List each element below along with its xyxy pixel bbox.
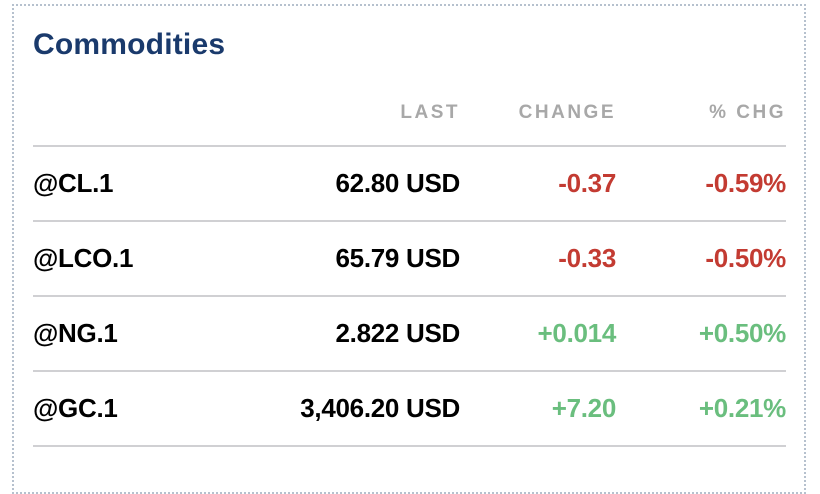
change-value: +7.20 (551, 393, 617, 423)
last-value: 62.80 USD (335, 168, 461, 198)
quote-row-gc1[interactable]: @GC.1 3,406.20 USD +7.20 +0.21% (33, 372, 786, 447)
change-value: -0.37 (558, 168, 616, 198)
last-value: 2.822 USD (335, 318, 461, 348)
quote-row-ng1[interactable]: @NG.1 2.822 USD +0.014 +0.50% (33, 297, 786, 372)
change-value: -0.33 (558, 243, 616, 273)
symbol-label[interactable]: @CL.1 (33, 168, 114, 198)
header-pct-chg: % CHG (709, 102, 786, 123)
card-title: Commodities (33, 28, 226, 61)
commodities-card: Commodities LAST CHANGE % CHG @CL.1 62.8… (12, 4, 806, 494)
quote-row-cl1[interactable]: @CL.1 62.80 USD -0.37 -0.59% (33, 147, 786, 222)
last-value: 65.79 USD (335, 243, 461, 273)
last-value: 3,406.20 USD (300, 393, 460, 423)
pct-chg-value: -0.50% (705, 243, 786, 273)
symbol-label[interactable]: @NG.1 (33, 318, 118, 348)
change-value: +0.014 (537, 318, 617, 348)
pct-chg-value: +0.50% (698, 318, 786, 348)
header-last: LAST (400, 102, 460, 123)
quote-row-lco1[interactable]: @LCO.1 65.79 USD -0.33 -0.50% (33, 222, 786, 297)
symbol-label[interactable]: @LCO.1 (33, 243, 134, 273)
symbol-label[interactable]: @GC.1 (33, 393, 118, 423)
pct-chg-value: -0.59% (705, 168, 786, 198)
header-change: CHANGE (518, 102, 616, 123)
pct-chg-value: +0.21% (698, 393, 786, 423)
table-header-row: LAST CHANGE % CHG (33, 62, 786, 147)
